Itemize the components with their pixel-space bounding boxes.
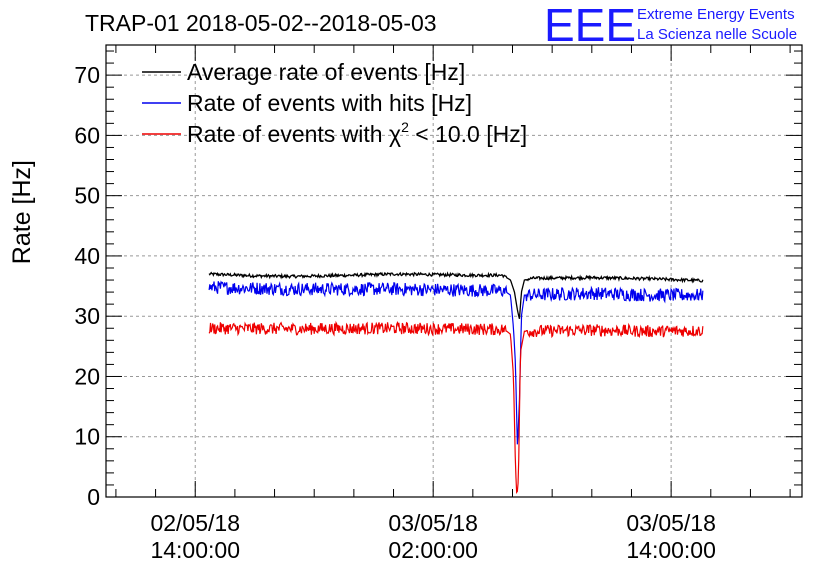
x-tick-label-time: 02:00:00 bbox=[388, 537, 478, 563]
x-tick-label-date: 03/05/18 bbox=[626, 510, 716, 536]
y-tick-label: 60 bbox=[74, 122, 100, 148]
y-tick-label: 30 bbox=[74, 303, 100, 329]
grid bbox=[106, 45, 802, 497]
y-tick-label: 40 bbox=[74, 243, 100, 269]
legend-label-3: Rate of events with χ2 < 10.0 [Hz] bbox=[187, 119, 527, 147]
x-tick-label-date: 02/05/18 bbox=[150, 510, 240, 536]
eee-logo-line1: Extreme Energy Events bbox=[637, 6, 795, 23]
legend: Average rate of events [Hz] Rate of event… bbox=[142, 59, 527, 147]
series-line-1 bbox=[208, 271, 704, 319]
y-axis-label: Rate [Hz] bbox=[8, 160, 36, 264]
series-layer bbox=[208, 271, 704, 494]
eee-logo: EEE Extreme Energy Events La Scienza nel… bbox=[544, 0, 797, 51]
legend-label-2: Rate of events with hits [Hz] bbox=[187, 90, 472, 116]
plot-frame bbox=[105, 44, 803, 498]
eee-logo-text: EEE bbox=[544, 0, 636, 51]
y-tick-label: 50 bbox=[74, 183, 100, 209]
series-line-3 bbox=[208, 320, 704, 494]
legend-label-1: Average rate of events [Hz] bbox=[187, 59, 465, 85]
x-tick-label-time: 14:00:00 bbox=[626, 537, 716, 563]
chart-title: TRAP-01 2018-05-02--2018-05-03 bbox=[85, 10, 437, 36]
y-tick-label: 20 bbox=[74, 363, 100, 389]
x-tick-label-date: 03/05/18 bbox=[388, 510, 478, 536]
x-tick-label-time: 14:00:00 bbox=[150, 537, 240, 563]
axes: 01020304050607002/05/1814:00:0003/05/180… bbox=[74, 44, 803, 563]
series-line-2 bbox=[208, 280, 704, 445]
y-tick-label: 70 bbox=[74, 62, 100, 88]
y-tick-label: 0 bbox=[87, 484, 100, 510]
y-tick-label: 10 bbox=[74, 424, 100, 450]
eee-logo-line2: La Scienza nelle Scuole bbox=[637, 26, 797, 43]
